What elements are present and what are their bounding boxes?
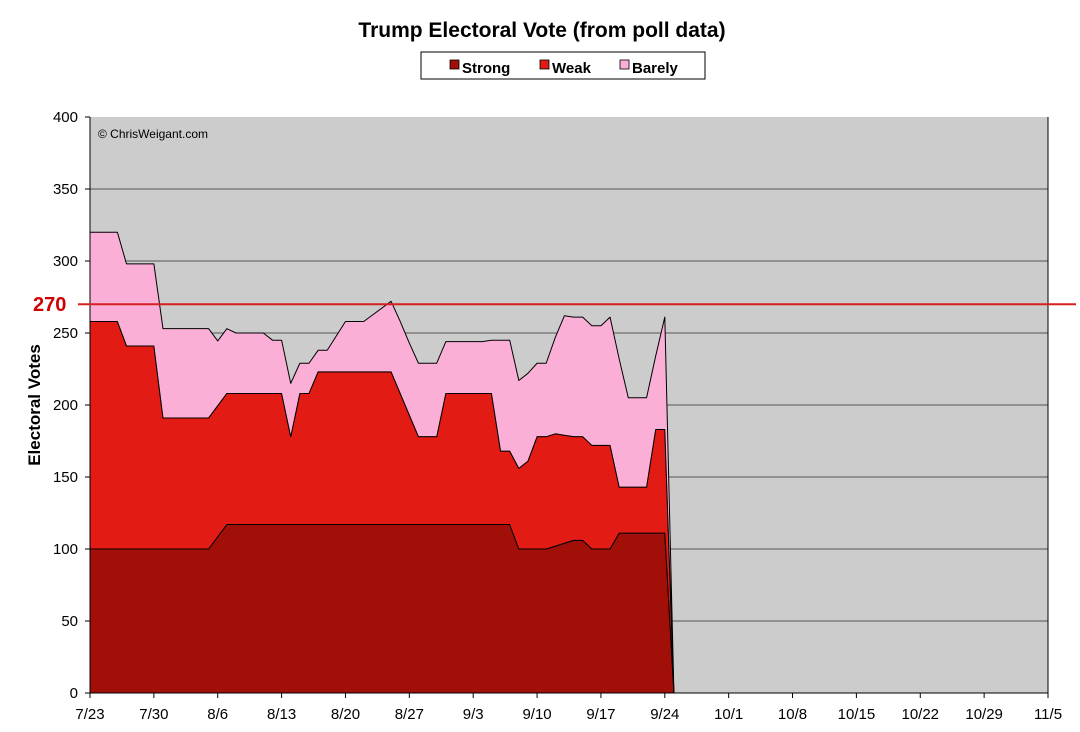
x-tick-label: 9/3 bbox=[463, 706, 484, 723]
legend-label-weak: Weak bbox=[552, 60, 592, 77]
legend-swatch-weak bbox=[539, 59, 550, 70]
x-tick-label: 8/13 bbox=[267, 706, 296, 723]
x-tick-label: 10/15 bbox=[838, 706, 876, 723]
legend-label-barely: Barely bbox=[632, 60, 679, 77]
legend: Strong Weak Barely bbox=[420, 51, 706, 80]
y-tick-label: 350 bbox=[53, 181, 78, 198]
y-tick-label: 150 bbox=[53, 469, 78, 486]
legend-swatch-barely bbox=[619, 59, 630, 70]
x-axis-ticks: 7/23 7/30 8/6 8/13 8/20 8/27 9/3 9/10 9/17 9/24 10… bbox=[75, 693, 1062, 723]
area-barely bbox=[89, 231, 675, 694]
x-tick-label: 10/1 bbox=[714, 706, 743, 723]
x-tick-label: 8/6 bbox=[207, 706, 228, 723]
legend-label-strong: Strong bbox=[462, 60, 510, 77]
x-tick-label: 10/29 bbox=[965, 706, 1003, 723]
x-tick-label: 7/30 bbox=[139, 706, 168, 723]
x-tick-label: 10/22 bbox=[901, 706, 939, 723]
y-axis-ticks: 0 50 100 150 200 250 300 350 400 bbox=[53, 109, 90, 702]
chart-credit: © ChrisWeigant.com bbox=[98, 127, 208, 141]
y-tick-label: 300 bbox=[53, 253, 78, 270]
y-axis-label: Electoral Votes bbox=[25, 344, 44, 466]
y-tick-label: 250 bbox=[53, 325, 78, 342]
y-tick-label: 400 bbox=[53, 109, 78, 126]
x-tick-label: 8/27 bbox=[395, 706, 424, 723]
x-tick-label: 10/8 bbox=[778, 706, 807, 723]
y-tick-label: 0 bbox=[70, 685, 78, 702]
y-tick-label: 50 bbox=[61, 613, 78, 630]
legend-swatch-strong bbox=[449, 59, 460, 70]
y-tick-label: 200 bbox=[53, 397, 78, 414]
x-tick-label: 11/5 bbox=[1034, 706, 1062, 723]
chart-title: Trump Electoral Vote (from poll data) bbox=[358, 19, 725, 42]
x-tick-label: 8/20 bbox=[331, 706, 360, 723]
x-tick-label: 9/10 bbox=[522, 706, 551, 723]
x-tick-label: 7/23 bbox=[75, 706, 104, 723]
y-tick-label: 100 bbox=[53, 541, 78, 558]
reference-line-label: 270 bbox=[33, 294, 66, 316]
legend-box bbox=[420, 51, 706, 80]
x-tick-label: 9/17 bbox=[586, 706, 615, 723]
area-strong bbox=[89, 524, 675, 694]
x-tick-label: 9/24 bbox=[650, 706, 679, 723]
